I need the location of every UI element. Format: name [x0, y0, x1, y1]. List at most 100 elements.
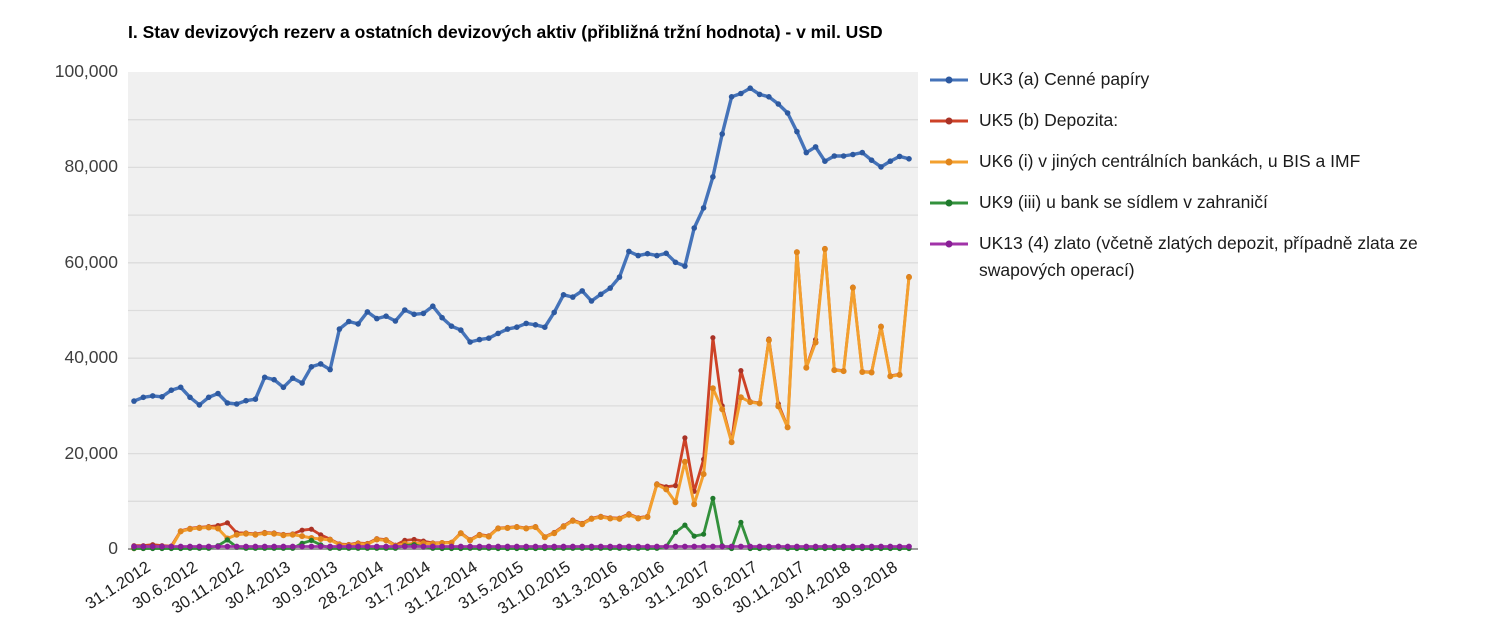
chart-title: I. Stav devizových rezerv a ostatních de…	[128, 22, 883, 42]
data-point	[803, 543, 810, 550]
y-tick-label: 80,000	[64, 156, 118, 177]
data-point	[747, 399, 754, 406]
data-point	[233, 531, 240, 538]
data-point	[280, 543, 287, 550]
data-point	[252, 396, 259, 403]
data-point	[467, 543, 473, 550]
data-point	[486, 335, 492, 342]
data-point	[187, 394, 193, 401]
data-point	[831, 153, 838, 159]
data-point	[317, 361, 324, 367]
data-point	[868, 543, 875, 550]
data-point	[159, 394, 165, 400]
legend-item-UK9[interactable]: UK9 (iii) u bank se sídlem v zahraničí	[930, 189, 1490, 216]
legend-label: UK5 (b) Depozita:	[979, 110, 1119, 130]
data-point	[728, 439, 735, 446]
data-point	[850, 151, 856, 158]
data-point	[336, 543, 343, 550]
data-point	[812, 543, 819, 550]
data-point	[738, 90, 744, 97]
data-point	[317, 543, 324, 550]
data-point	[654, 252, 660, 259]
data-point	[831, 367, 838, 374]
data-point	[887, 373, 894, 380]
data-point	[756, 91, 763, 98]
legend-item-UK13[interactable]: UK13 (4) zlato (včetně zlatých depozit, …	[930, 230, 1490, 284]
legend: UK3 (a) Cenné papíry UK5 (b) Depozita: UK6…	[930, 66, 1490, 298]
data-point	[588, 543, 595, 550]
data-point	[457, 543, 464, 550]
data-point	[513, 524, 520, 531]
data-point	[691, 533, 697, 539]
y-tick-label: 100,000	[54, 61, 118, 81]
data-point	[738, 368, 744, 374]
legend-item-UK6[interactable]: UK6 (i) v jiných centrálních bankách, u …	[930, 148, 1490, 175]
data-point	[765, 337, 772, 344]
data-point	[551, 530, 558, 537]
data-point	[579, 521, 586, 528]
data-point	[205, 524, 212, 531]
data-point	[131, 543, 137, 550]
data-point	[831, 543, 838, 550]
data-point	[560, 523, 567, 530]
data-point	[140, 394, 147, 401]
data-point	[513, 543, 520, 550]
data-point	[401, 543, 408, 550]
data-point	[644, 543, 651, 550]
data-point	[261, 530, 268, 537]
data-point	[196, 402, 203, 408]
data-point	[224, 543, 231, 550]
data-point	[747, 85, 753, 91]
data-point	[635, 515, 642, 522]
data-point	[625, 511, 632, 518]
data-point	[775, 403, 782, 410]
legend-line-marker-icon	[930, 158, 968, 166]
data-point	[700, 543, 707, 550]
data-point	[476, 543, 483, 550]
data-point	[420, 543, 427, 550]
data-point	[840, 368, 847, 375]
data-point	[710, 174, 716, 180]
data-point	[663, 250, 669, 257]
data-point	[616, 274, 623, 280]
data-point	[766, 94, 772, 100]
data-point	[392, 318, 399, 324]
data-point	[569, 517, 576, 524]
data-point	[794, 128, 800, 135]
data-point	[252, 543, 259, 550]
data-point	[215, 390, 221, 397]
data-point	[719, 406, 726, 413]
data-point	[682, 435, 688, 441]
data-point	[700, 205, 707, 211]
data-point	[131, 398, 137, 404]
data-point	[224, 520, 230, 526]
data-point	[485, 543, 492, 550]
data-point	[710, 495, 716, 501]
data-point	[271, 530, 278, 537]
data-point	[140, 543, 147, 550]
legend-item-UK5[interactable]: UK5 (b) Depozita:	[930, 107, 1490, 134]
legend-label: UK13 (4) zlato (včetně zlatých depozit, …	[979, 233, 1418, 280]
data-point	[878, 543, 884, 550]
data-point	[149, 393, 156, 399]
data-point	[551, 543, 558, 550]
legend-label: UK6 (i) v jiných centrálních bankách, u …	[979, 151, 1361, 171]
data-point	[626, 543, 632, 550]
data-point	[392, 543, 399, 550]
data-point	[177, 384, 184, 391]
legend-line-marker-icon	[930, 240, 968, 248]
data-point	[327, 366, 333, 373]
data-point	[373, 536, 380, 543]
data-point	[598, 291, 604, 298]
data-point	[318, 532, 324, 538]
data-point	[812, 339, 819, 346]
data-point	[607, 543, 614, 550]
data-point	[196, 525, 203, 531]
data-point	[579, 543, 586, 550]
data-point	[906, 543, 912, 550]
data-point	[672, 529, 679, 535]
legend-item-UK3[interactable]: UK3 (a) Cenné papíry	[930, 66, 1490, 93]
data-point	[607, 285, 613, 291]
data-point	[616, 515, 623, 522]
